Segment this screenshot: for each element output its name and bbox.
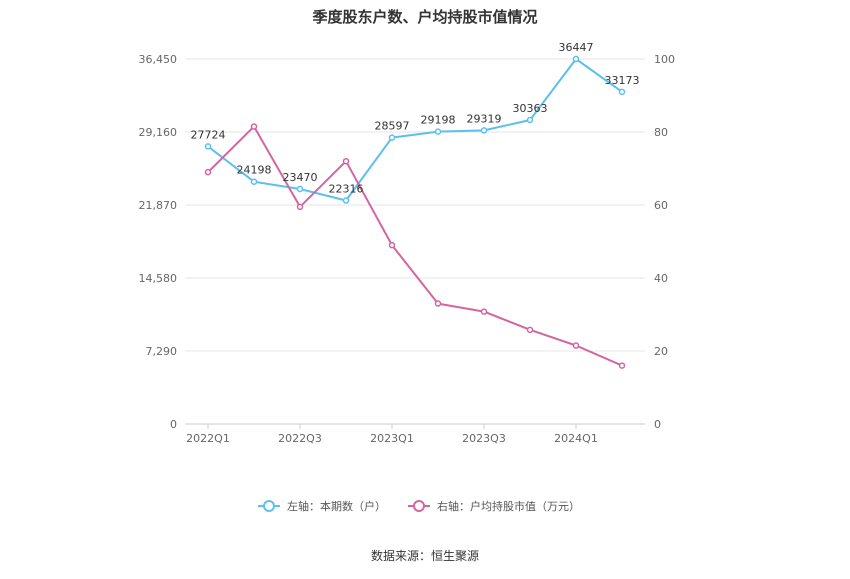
data-point <box>296 203 304 211</box>
data-point <box>618 362 626 369</box>
data-point <box>434 128 442 135</box>
y-right-tick-label: 80 <box>654 126 668 139</box>
data-point <box>434 300 442 307</box>
data-point <box>526 116 534 124</box>
x-tick-label: 2024Q1 <box>554 432 598 445</box>
source-note: 数据来源：恒生聚源 <box>371 548 479 563</box>
series-line-2 <box>207 125 623 367</box>
y-right-tick-label: 20 <box>654 345 668 358</box>
y-left-tick-label: 0 <box>170 418 177 431</box>
data-label: 29198 <box>421 114 456 127</box>
data-point <box>342 197 350 204</box>
data-label: 36447 <box>559 41 594 54</box>
legend-label: 左轴：本期数（户） <box>287 499 386 513</box>
data-point <box>388 241 396 249</box>
data-label: 22316 <box>329 183 364 196</box>
data-label: 29319 <box>467 112 502 125</box>
data-labels: 27724 24198 23470 22316 28597 29198 29319 30363… <box>191 41 640 196</box>
grid <box>185 58 645 352</box>
data-label: 23470 <box>283 171 318 184</box>
data-label: 33173 <box>605 74 640 87</box>
data-point <box>572 342 580 349</box>
data-point <box>618 88 626 96</box>
x-tick-label: 2022Q3 <box>278 432 322 445</box>
data-label: 28597 <box>375 120 410 133</box>
data-point <box>250 123 258 130</box>
series <box>204 55 626 369</box>
x-tick-label: 2023Q3 <box>462 432 506 445</box>
legend: 左轴：本期数（户） 右轴：户均持股市值（万元） <box>258 499 580 513</box>
legend-marker <box>413 500 425 512</box>
y-right-tick-label: 100 <box>654 53 675 66</box>
y-left-tick-label: 36,450 <box>139 53 178 66</box>
y-right-tick-label: 40 <box>654 272 668 285</box>
x-tick-label: 2022Q1 <box>186 432 230 445</box>
y-left-tick-label: 14,580 <box>139 272 178 285</box>
data-point <box>480 127 488 134</box>
y-right-tick-label: 0 <box>654 418 661 431</box>
data-label: 27724 <box>191 128 226 141</box>
data-point <box>526 326 534 334</box>
y-left-tick-label: 21,870 <box>139 199 178 212</box>
axes: 0 7,290 14,580 21,870 29,160 36,450 0 20 40 60 80 1… <box>139 53 676 445</box>
y-right-tick-label: 60 <box>654 199 668 212</box>
data-point <box>572 55 580 63</box>
data-point <box>342 157 350 165</box>
x-tick-label: 2023Q1 <box>370 432 414 445</box>
data-point <box>296 185 304 193</box>
data-point <box>388 134 396 141</box>
data-point <box>250 178 258 185</box>
data-point <box>480 308 488 315</box>
y-left-tick-label: 7,290 <box>146 345 178 358</box>
series-line-1 <box>207 58 623 202</box>
legend-marker <box>263 500 275 512</box>
data-label: 30363 <box>513 102 548 115</box>
y-left-tick-label: 29,160 <box>139 126 178 139</box>
data-point <box>204 168 212 176</box>
data-label: 24198 <box>237 164 272 177</box>
data-point <box>204 143 212 150</box>
chart-title: 季度股东户数、户均持股市值情况 <box>312 8 537 26</box>
legend-label: 右轴：户均持股市值（万元） <box>437 499 580 513</box>
